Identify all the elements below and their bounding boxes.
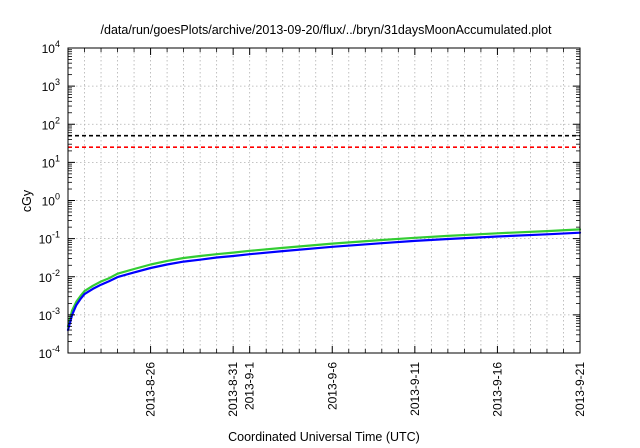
series-line xyxy=(66,231,582,332)
x-tick-label: 2013-9-1 xyxy=(243,362,257,410)
x-tick-label: 2013-8-31 xyxy=(226,362,240,417)
grid xyxy=(68,48,581,353)
x-axis-label: Coordinated Universal Time (UTC) xyxy=(228,430,420,444)
tick-labels: 10-4 10-3 10-2 10-1 100 101 102 103 104 2013-8-26… xyxy=(39,39,587,417)
y-tick-label: 10-4 xyxy=(39,344,60,361)
series-lines xyxy=(66,228,582,332)
x-tick-label: 2013-9-11 xyxy=(408,362,422,416)
y-tick-label: 101 xyxy=(42,153,60,170)
x-tick-label: 2013-9-16 xyxy=(490,362,504,417)
x-tick-label: 2013-9-6 xyxy=(325,362,339,410)
y-axis-label: cGy xyxy=(20,189,34,212)
y-tick-label: 10-3 xyxy=(39,306,60,323)
y-tick-label: 10-1 xyxy=(39,230,60,247)
x-tick-label: 2013-8-26 xyxy=(144,362,158,417)
x-tick-label: 2013-9-21 xyxy=(573,362,587,417)
y-tick-label: 102 xyxy=(42,115,60,132)
reference-lines xyxy=(68,134,580,149)
y-tick-label: 100 xyxy=(42,192,60,209)
y-tick-label: 104 xyxy=(42,39,60,56)
axis-ticks xyxy=(68,47,581,354)
y-tick-label: 10-2 xyxy=(39,268,60,285)
y-tick-label: 103 xyxy=(42,77,60,94)
chart-title: /data/run/goesPlots/archive/2013-09-20/f… xyxy=(101,23,552,37)
series-line xyxy=(66,228,582,328)
